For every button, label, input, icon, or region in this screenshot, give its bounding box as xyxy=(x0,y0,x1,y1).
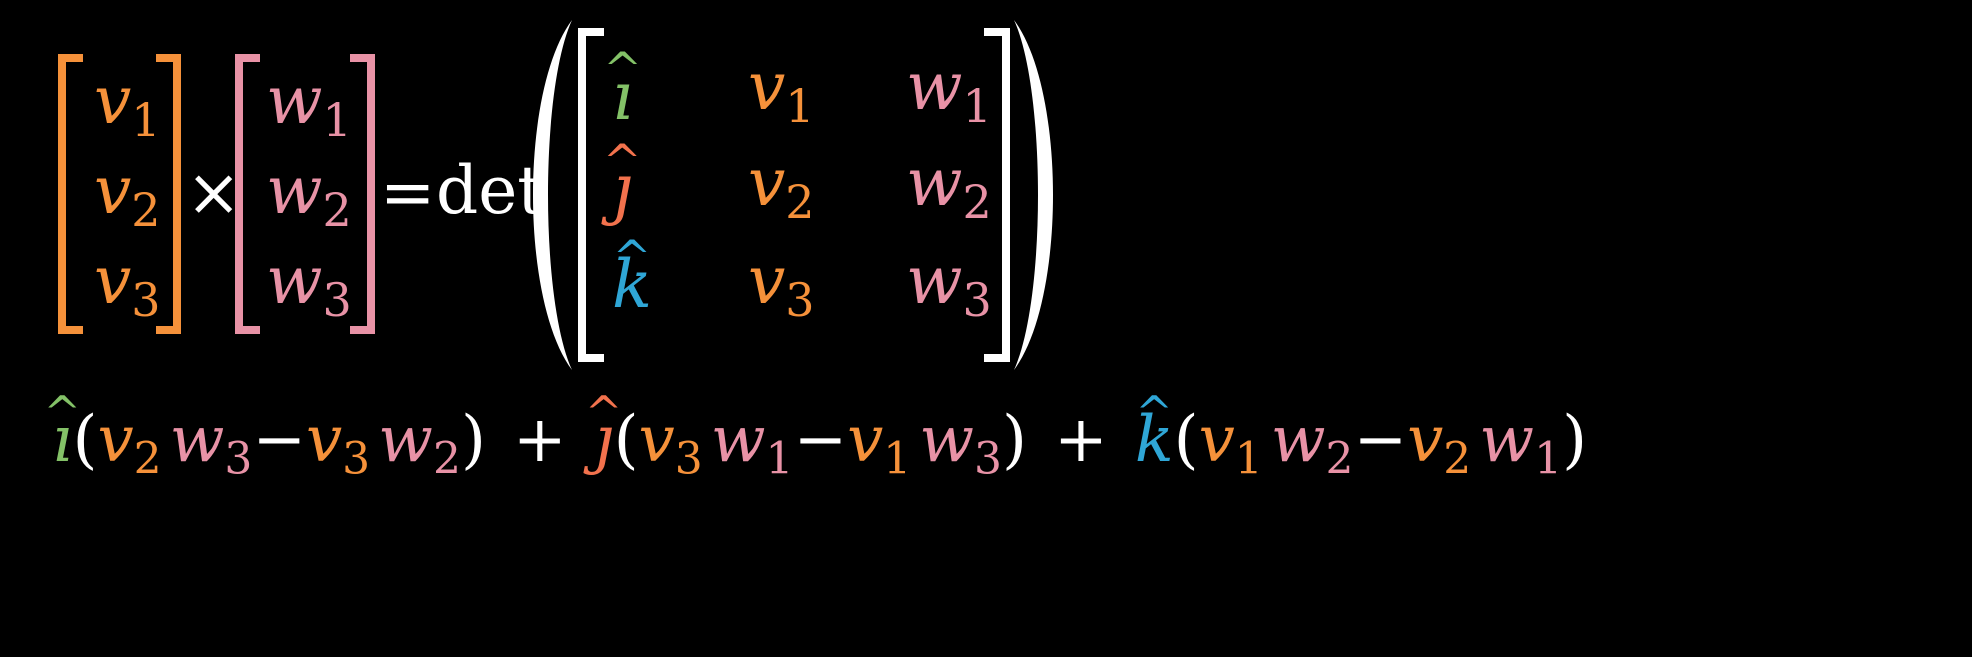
v-right-bracket xyxy=(156,54,181,334)
term-factor: w3 xyxy=(169,403,253,485)
v-left-bracket xyxy=(58,54,83,334)
v3-entry: v3 xyxy=(94,242,161,327)
v-vector-brackets xyxy=(58,54,181,334)
matrix-k-hat: k ^ xyxy=(612,230,652,323)
w-left-bracket xyxy=(235,54,260,334)
v2-entry: v2 xyxy=(94,152,161,237)
w1-entry: w1 xyxy=(266,62,352,147)
term-factor: w2 xyxy=(378,403,461,485)
term-factor: w3 xyxy=(919,403,1003,485)
term-factor: w2 xyxy=(1270,403,1354,485)
matrix-v1: v1 xyxy=(748,48,815,133)
matrix-right-bracket xyxy=(984,28,1010,362)
det-label: det xyxy=(436,152,544,229)
matrix-brackets xyxy=(578,28,1010,362)
matrix-left-bracket xyxy=(578,28,604,362)
minus-sign: − xyxy=(1353,403,1408,477)
plus-sign: + xyxy=(513,403,567,477)
minus-sign: − xyxy=(793,403,848,477)
right-paren xyxy=(1014,20,1053,370)
plus-sign: + xyxy=(1054,403,1108,477)
close-paren: ) xyxy=(1002,403,1027,477)
w-vector-brackets xyxy=(235,54,375,334)
matrix-i-hat: ı ^ xyxy=(603,42,642,135)
matrix-w2: w2 xyxy=(906,144,992,229)
matrix-j-hat: ȷ ^ xyxy=(602,134,642,227)
close-paren: ) xyxy=(460,403,486,477)
matrix-v3: v3 xyxy=(748,242,815,327)
open-paren: ( xyxy=(72,403,98,477)
expansion-i-hat: ı ^ xyxy=(43,385,82,477)
v1-entry: v1 xyxy=(94,62,161,147)
expansion-k-hat: k ^ xyxy=(1134,385,1174,477)
term-factor: v1 xyxy=(847,403,912,485)
minus-sign: − xyxy=(252,403,306,477)
term-factor: w1 xyxy=(1479,403,1563,485)
equals-symbol: = xyxy=(380,154,436,231)
det-parentheses xyxy=(533,20,1053,370)
w3-entry: w3 xyxy=(266,242,352,327)
determinant-expansion: ı ^ (v2 w3−v3 w2) + ȷ ^ (v3 w1−v1 w3) + k ^ (v1 w2−… xyxy=(43,390,1587,481)
matrix-w1: w1 xyxy=(906,48,992,133)
times-symbol: × xyxy=(186,154,242,231)
left-paren xyxy=(533,20,572,370)
term-factor: v1 xyxy=(1198,403,1263,485)
matrix-v2: v2 xyxy=(748,144,815,229)
term-factor: v2 xyxy=(97,403,162,485)
term-factor: w1 xyxy=(710,403,794,485)
expansion-j-hat: ȷ ^ xyxy=(584,385,623,477)
w2-entry: w2 xyxy=(266,152,352,237)
close-paren: ) xyxy=(1562,403,1588,477)
open-paren: ( xyxy=(1173,403,1199,477)
w-right-bracket xyxy=(350,54,375,334)
matrix-w3: w3 xyxy=(906,242,992,327)
term-factor: v3 xyxy=(306,403,371,485)
term-factor: v3 xyxy=(638,403,703,485)
open-paren: ( xyxy=(613,403,639,477)
term-factor: v2 xyxy=(1407,403,1472,485)
